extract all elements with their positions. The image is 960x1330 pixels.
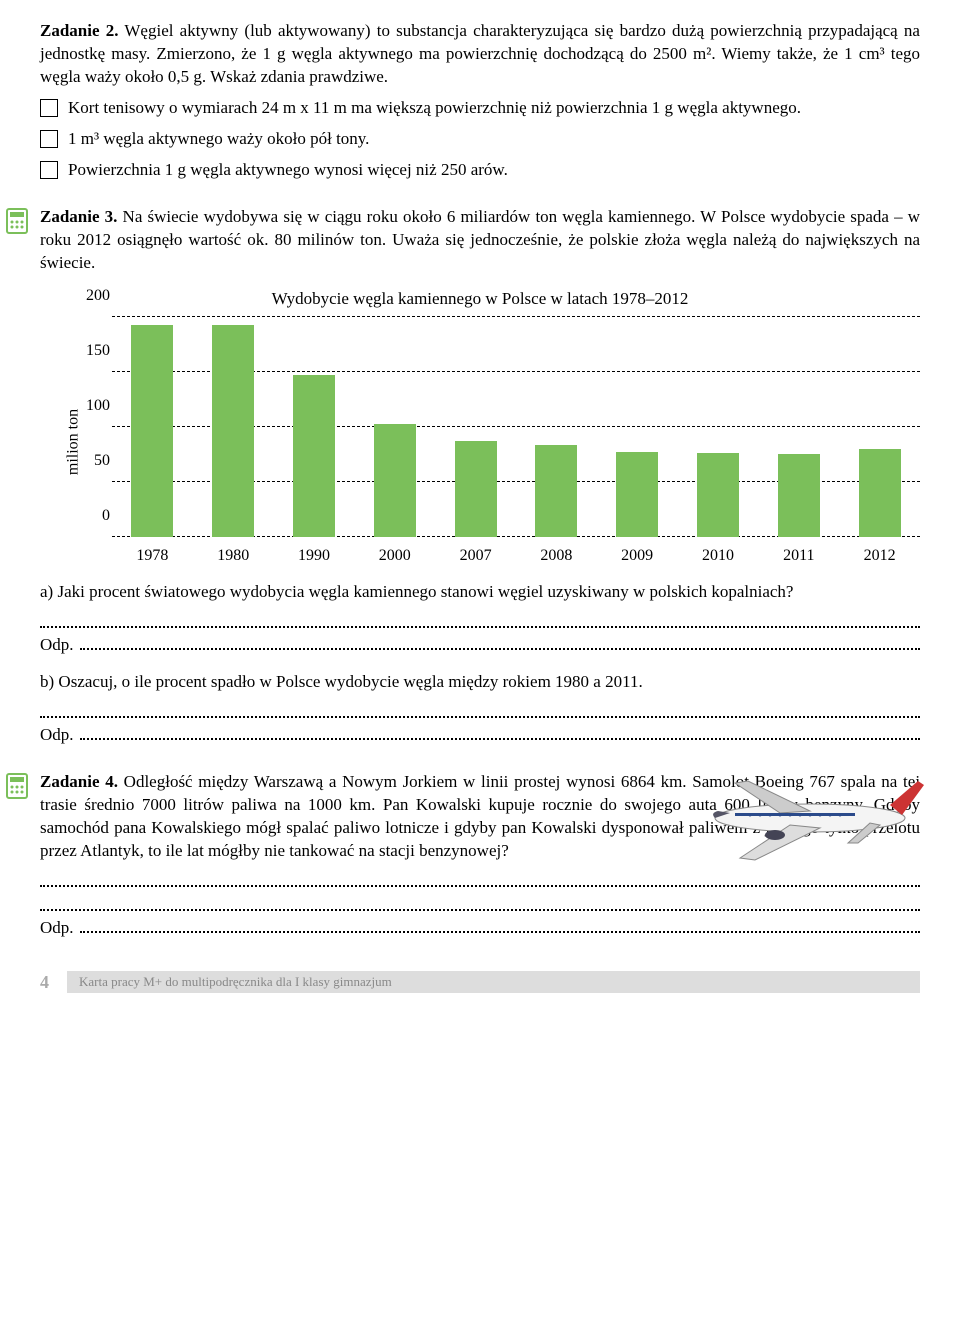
option-label: Powierzchnia 1 g węgla aktywnego wynosi …: [68, 159, 920, 182]
answer-row-a: Odp.: [40, 634, 920, 657]
option-label: Kort tenisowy o wymiarach 24 m x 11 m ma…: [68, 97, 920, 120]
task-3-text: Zadanie 3. Na świecie wydobywa się w cią…: [40, 206, 920, 275]
chart-container: Wydobycie węgla kamiennego w Polsce w la…: [40, 288, 920, 567]
question-b: b) Oszacuj, o ile procent spadło w Polsc…: [40, 671, 920, 694]
task-2-option-2: 1 m³ węgla aktywnego waży około pół tony…: [40, 128, 920, 151]
task-2: Zadanie 2. Węgiel aktywny (lub aktywowan…: [40, 20, 920, 182]
task-3: Zadanie 3. Na świecie wydobywa się w cią…: [40, 206, 920, 748]
bar: [535, 445, 577, 537]
footer-bar: Karta pracy M+ do multipodręcznika dla I…: [67, 971, 920, 993]
task-3-heading: Zadanie 3.: [40, 207, 117, 226]
checkbox-icon[interactable]: [40, 161, 58, 179]
bar: [616, 452, 658, 538]
x-axis-labels: 1978 1980 1990 2000 2007 2008 2009 2010 2011 2012: [112, 541, 920, 567]
task-4-heading: Zadanie 4.: [40, 772, 118, 791]
calculator-icon: [6, 773, 28, 799]
x-tick-label: 2012: [859, 541, 901, 567]
answer-line[interactable]: [80, 919, 920, 933]
airplane-icon: [680, 763, 930, 873]
task-2-heading: Zadanie 2.: [40, 21, 118, 40]
bar: [131, 325, 173, 537]
checkbox-icon[interactable]: [40, 99, 58, 117]
answer-line[interactable]: [80, 726, 920, 740]
odp-label: Odp.: [40, 724, 74, 747]
x-tick-label: 2009: [616, 541, 658, 567]
option-label: 1 m³ węgla aktywnego waży około pół tony…: [68, 128, 920, 151]
y-tick-label: 150: [70, 340, 110, 362]
bar: [859, 449, 901, 537]
page-number: 4: [40, 970, 49, 994]
answer-row-b: Odp.: [40, 724, 920, 747]
x-tick-label: 2007: [455, 541, 497, 567]
answer-line[interactable]: [40, 700, 920, 718]
footer-text: Karta pracy M+ do multipodręcznika dla I…: [79, 973, 392, 991]
answer-line[interactable]: [80, 636, 920, 650]
bar: [697, 453, 739, 538]
bar: [293, 375, 335, 538]
bar: [212, 325, 254, 537]
task-2-text: Zadanie 2. Węgiel aktywny (lub aktywowan…: [40, 20, 920, 89]
x-tick-label: 1990: [293, 541, 335, 567]
answer-line[interactable]: [40, 893, 920, 911]
y-tick-label: 50: [70, 450, 110, 472]
calculator-icon: [6, 208, 28, 234]
odp-label: Odp.: [40, 634, 74, 657]
bar: [374, 424, 416, 537]
bar-chart: milion ton 19781980199020002007200820092…: [70, 317, 920, 567]
x-tick-label: 1978: [131, 541, 173, 567]
task-2-body: Węgiel aktywny (lub aktywowany) to subst…: [40, 21, 920, 86]
task-2-option-3: Powierzchnia 1 g węgla aktywnego wynosi …: [40, 159, 920, 182]
chart-title: Wydobycie węgla kamiennego w Polsce w la…: [40, 288, 920, 311]
y-tick-label: 0: [70, 505, 110, 527]
x-tick-label: 2010: [697, 541, 739, 567]
answer-line[interactable]: [40, 610, 920, 628]
task-3-body: Na świecie wydobywa się w ciągu roku oko…: [40, 207, 920, 272]
checkbox-icon[interactable]: [40, 130, 58, 148]
page-footer: 4 Karta pracy M+ do multipodręcznika dla…: [40, 970, 920, 994]
bars-group: [112, 317, 920, 537]
x-tick-label: 2008: [535, 541, 577, 567]
bar: [778, 454, 820, 538]
plot-area: [112, 317, 920, 537]
x-tick-label: 1980: [212, 541, 254, 567]
y-tick-label: 100: [70, 395, 110, 417]
x-tick-label: 2000: [374, 541, 416, 567]
y-tick-label: 200: [70, 285, 110, 307]
task-2-option-1: Kort tenisowy o wymiarach 24 m x 11 m ma…: [40, 97, 920, 120]
odp-label: Odp.: [40, 917, 74, 940]
answer-row-4: Odp.: [40, 917, 920, 940]
question-a: a) Jaki procent światowego wydobycia węg…: [40, 581, 920, 604]
task-4: Zadanie 4. Odległość między Warszawą a N…: [40, 771, 920, 940]
x-tick-label: 2011: [778, 541, 820, 567]
bar: [455, 441, 497, 538]
